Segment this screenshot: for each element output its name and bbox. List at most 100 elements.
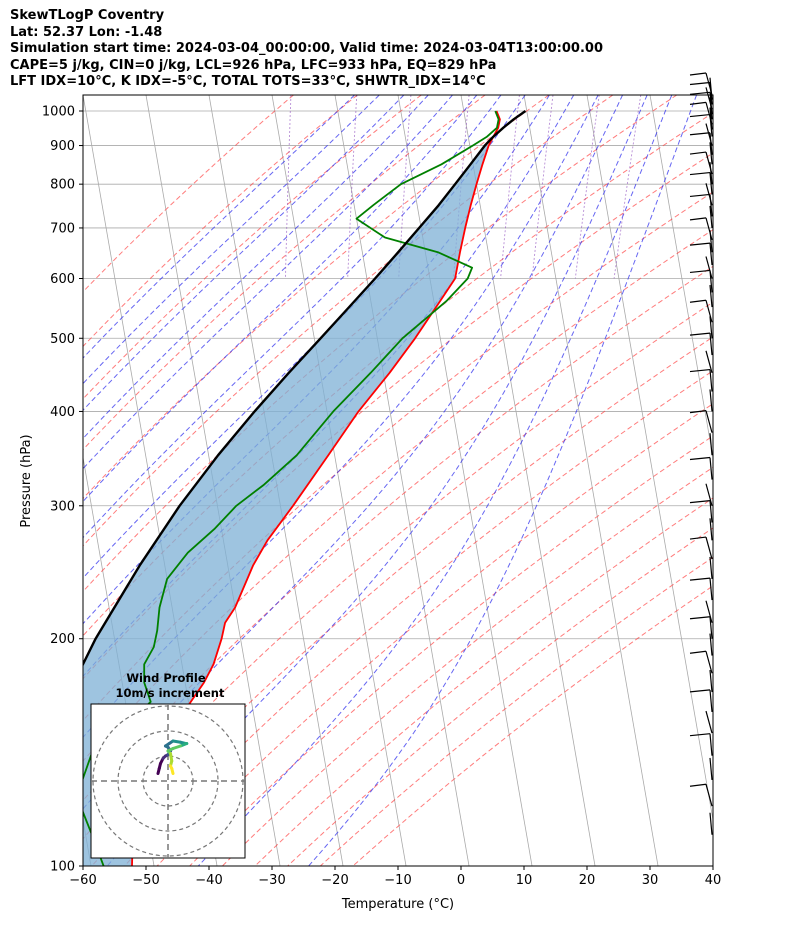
wind-barb-staff — [709, 132, 713, 155]
x-tick-label: −40 — [195, 873, 222, 888]
wind-barb — [689, 650, 713, 674]
hodograph-segment — [170, 767, 175, 775]
moist-adiabat--12 — [83, 95, 405, 411]
dry-adiabat-90 — [83, 301, 713, 840]
wind-barb-staff — [709, 270, 713, 293]
isotherm-30 — [649, 95, 713, 460]
wind-barb-flag — [689, 91, 711, 95]
y-tick-label: 400 — [50, 405, 75, 420]
wind-barb — [689, 689, 713, 712]
wind-barb-staff — [709, 97, 713, 120]
y-tick-label: 600 — [50, 272, 75, 287]
x-tick-label: 0 — [457, 873, 465, 888]
x-tick-label: 30 — [642, 873, 659, 888]
dry-adiabat-0 — [83, 95, 486, 451]
isotherm-0 — [460, 95, 596, 866]
wind-barb-staff — [709, 433, 713, 456]
wind-barb — [689, 783, 713, 807]
isotherm--10 — [397, 95, 533, 866]
moist-adiabat-20 — [83, 95, 599, 739]
mixing-ratio-24 — [613, 95, 642, 279]
title-line-indices: LFT IDX=10°C, K IDX=-5°C, TOTAL TOTS=33°… — [10, 74, 486, 89]
x-tick-label: −10 — [384, 873, 411, 888]
dry-adiabat--10 — [83, 95, 422, 400]
wind-barb — [689, 101, 713, 125]
wind-barb — [689, 113, 713, 137]
hodograph-plot — [91, 704, 245, 858]
wind-barb-flag — [689, 113, 711, 118]
wind-barb — [705, 710, 713, 734]
wind-barb — [709, 669, 713, 693]
wind-barb-staff — [709, 114, 713, 137]
wind-barb-staff — [709, 230, 713, 253]
wind-barb — [709, 284, 713, 308]
wind-barb-flag — [689, 101, 707, 105]
wind-barb-staff — [709, 757, 713, 781]
wind-barb — [689, 242, 713, 266]
wind-barb — [709, 142, 713, 165]
wind-barb-staff — [709, 142, 713, 165]
wind-barb — [709, 316, 713, 339]
wind-barb-flag — [689, 151, 707, 155]
isotherm--80 — [83, 817, 92, 866]
wind-barb — [709, 230, 713, 253]
mixing-ratio-7 — [500, 95, 520, 279]
cape-shade — [83, 145, 489, 866]
wind-barb — [709, 162, 713, 185]
wind-barb-staff — [709, 518, 713, 541]
x-tick-label: −20 — [321, 873, 348, 888]
wind-barb-staff — [709, 733, 713, 756]
wind-barb-staff — [709, 812, 713, 835]
moist-adiabat--8 — [83, 95, 429, 440]
wind-barb-staff — [709, 243, 713, 266]
wind-barb-staff — [709, 616, 713, 639]
mixing-ratio-0.4 — [284, 95, 292, 279]
wind-barb — [709, 433, 713, 456]
wind-barb — [709, 633, 713, 656]
dry-adiabat-80 — [83, 265, 713, 802]
x-tick-label: 20 — [579, 873, 596, 888]
wind-barb — [689, 171, 713, 195]
wind-barb-flag — [689, 499, 711, 504]
y-tick-label: 900 — [50, 139, 75, 154]
wind-barb-staff — [705, 600, 713, 623]
wind-barb — [705, 600, 713, 623]
title-line-cape: CAPE=5 j/kg, CIN=0 j/kg, LCL=926 hPa, LF… — [10, 57, 497, 73]
title-block: SkewTLogP Coventry Lat: 52.37 Lon: -1.48… — [10, 8, 603, 91]
wind-barb-staff — [709, 194, 713, 217]
wind-barb-staff — [705, 651, 713, 674]
wind-barb-flag — [689, 783, 707, 787]
wind-barb-flag — [689, 72, 707, 76]
wind-barb-flag — [689, 368, 711, 373]
wind-barb-flag — [689, 410, 707, 414]
wind-barb-staff — [709, 556, 713, 579]
wind-barb-flag — [689, 616, 711, 620]
wind-barb-staff — [709, 369, 713, 392]
hodograph-inset: Wind Profile 10m/s increment — [90, 671, 246, 859]
wind-barb-staff — [705, 410, 713, 433]
wind-barb-staff — [709, 162, 713, 185]
moist-adiabat-36 — [308, 95, 698, 866]
wind-barb — [689, 217, 713, 241]
dry-adiabat-100 — [91, 336, 713, 866]
dry-adiabat-180 — [352, 585, 713, 866]
mixing-ratio-1 — [347, 95, 358, 279]
wind-barb — [709, 812, 713, 835]
isotherm--30 — [271, 95, 407, 866]
wind-barb-staff — [709, 284, 713, 308]
moist-adiabat-4 — [83, 95, 502, 539]
wind-barb — [689, 733, 713, 756]
wind-barb — [709, 556, 713, 579]
wind-barb — [709, 205, 713, 229]
wind-barb — [689, 269, 713, 293]
isotherm-10 — [523, 95, 659, 866]
wind-barb-staff — [709, 633, 713, 656]
dry-adiabat--30 — [83, 95, 294, 293]
isotherm-20 — [586, 95, 713, 823]
y-axis-label: Pressure (hPa) — [19, 434, 34, 527]
dry-adiabat--20 — [83, 95, 358, 348]
y-tick-label: 700 — [50, 221, 75, 236]
wind-barb — [709, 389, 713, 412]
wind-barb-staff — [705, 300, 713, 323]
